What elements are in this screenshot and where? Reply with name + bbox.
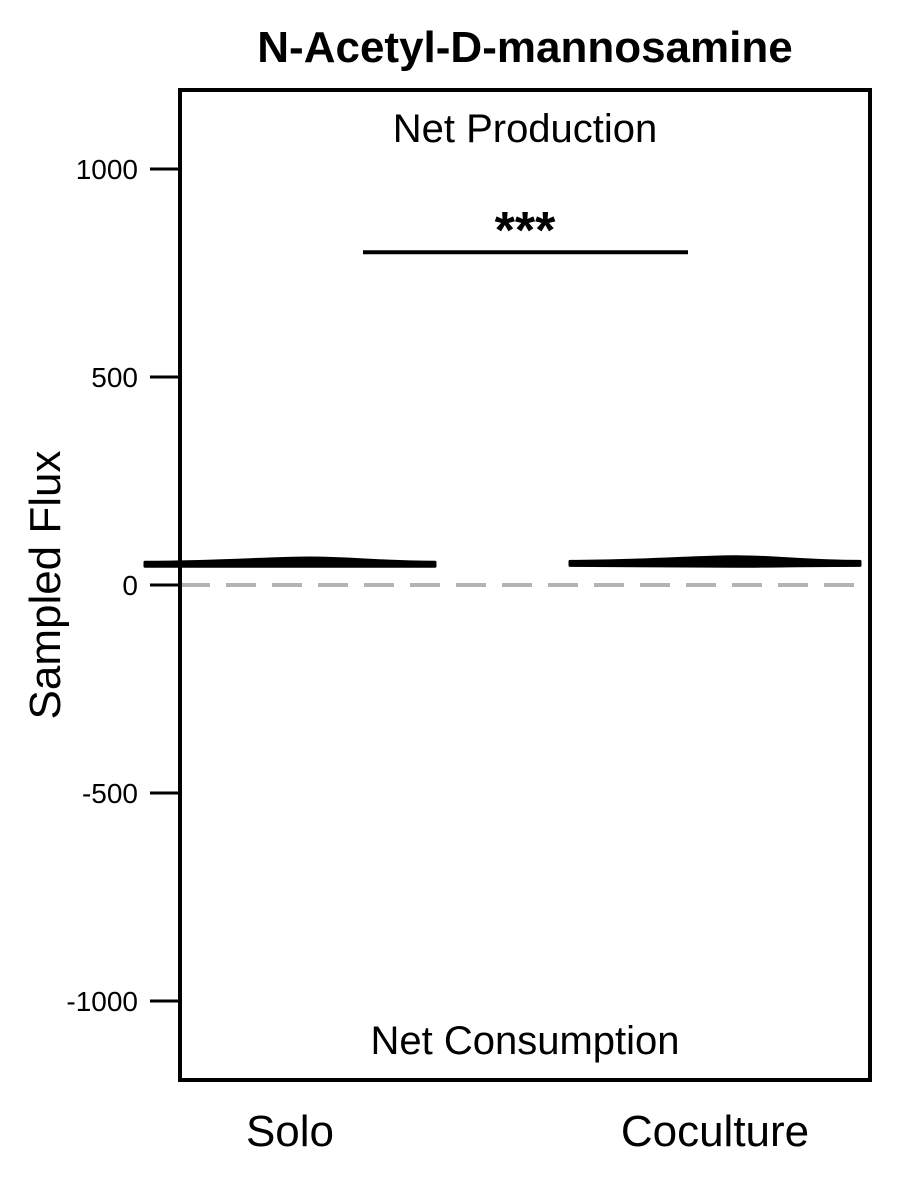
y-tick-label: -1000: [66, 986, 138, 1017]
plot-frame: [178, 88, 872, 1082]
x-category-label: Coculture: [621, 1107, 809, 1156]
y-tick-label: 500: [91, 362, 138, 393]
annotation-net-production: Net Production: [393, 107, 658, 151]
y-tick-label: 0: [122, 570, 138, 601]
plot-area: -1000 -500 0 500 1000 Solo Coculture: [66, 88, 872, 1156]
violin-coculture: [568, 555, 862, 568]
y-tick-label: 1000: [76, 154, 138, 185]
annotation-net-consumption: Net Consumption: [370, 1019, 679, 1063]
violin-solo: [143, 556, 437, 568]
significance-label: ***: [495, 202, 556, 260]
x-category-label: Solo: [246, 1107, 334, 1156]
y-tick-label: -500: [82, 778, 138, 809]
y-axis-label: Sampled Flux: [21, 450, 70, 719]
chart-title: N-Acetyl-D-mannosamine: [257, 23, 792, 72]
